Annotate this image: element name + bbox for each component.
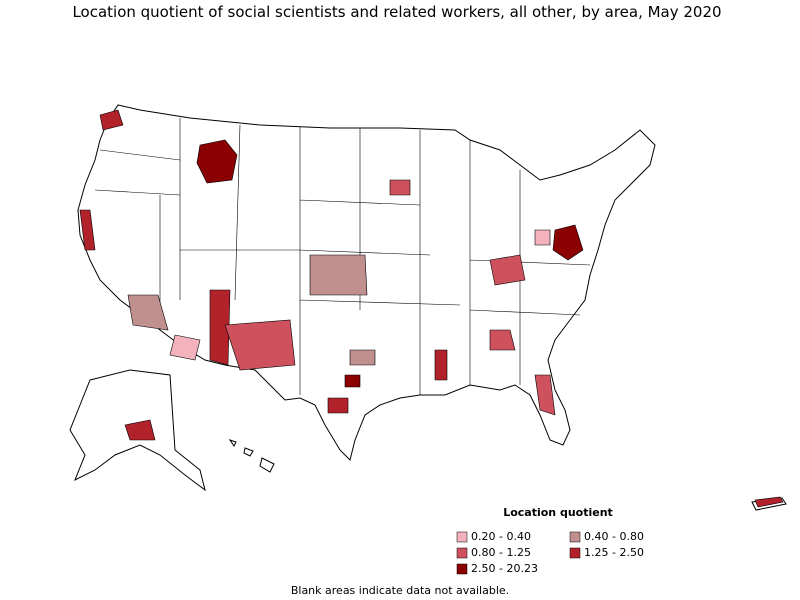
area: [434, 349, 448, 381]
legend-title: Location quotient: [503, 506, 613, 519]
area: [209, 289, 231, 366]
area: [224, 319, 296, 371]
area: [169, 334, 201, 361]
area-layer: [79, 109, 784, 508]
area: [327, 397, 349, 414]
legend-swatch: [456, 531, 468, 543]
area: [534, 374, 556, 416]
area: [552, 224, 584, 261]
area: [344, 374, 361, 388]
legend-swatch: [569, 547, 581, 559]
legend-swatch: [456, 563, 468, 575]
legend-label: 2.50 - 20.23: [471, 562, 538, 575]
legend-label: 0.20 - 0.40: [471, 530, 531, 543]
area: [309, 254, 368, 296]
area: [124, 419, 156, 441]
area: [534, 229, 551, 246]
map-title: Location quotient of social scientists a…: [72, 3, 721, 21]
hawaii: [228, 439, 275, 473]
area: [489, 329, 516, 351]
legend-label: 0.80 - 1.25: [471, 546, 531, 559]
area: [349, 349, 376, 366]
legend-label: 0.40 - 0.80: [584, 530, 644, 543]
area: [389, 179, 411, 196]
area: [196, 139, 238, 184]
area: [127, 294, 169, 331]
area: [754, 496, 784, 508]
area: [99, 109, 124, 131]
legend-swatch: [456, 547, 468, 559]
legend: 0.20 - 0.40 0.40 - 0.80 0.80 - 1.25 1.25 - …: [456, 530, 644, 575]
area: [489, 254, 526, 286]
legend-swatch: [569, 531, 581, 543]
legend-label: 1.25 - 2.50: [584, 546, 644, 559]
footnote: Blank areas indicate data not available.: [291, 584, 509, 597]
area: [79, 209, 96, 251]
